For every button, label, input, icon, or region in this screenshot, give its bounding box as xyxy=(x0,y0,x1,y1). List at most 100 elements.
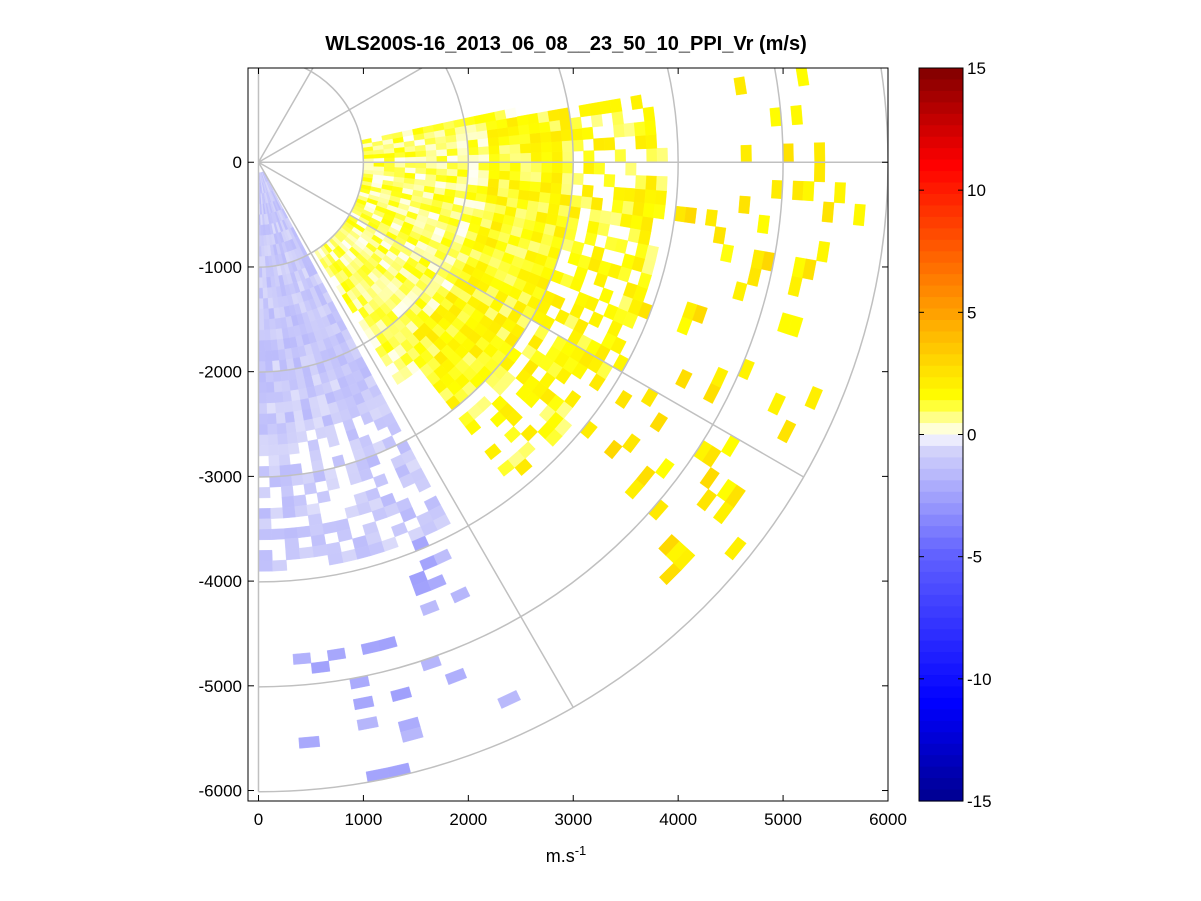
range-gate-cell xyxy=(547,109,561,122)
x-axis-label: m.s-1 xyxy=(546,843,587,866)
range-gate-cell xyxy=(525,209,538,222)
range-gate-cell xyxy=(655,175,668,192)
range-gate-cell xyxy=(530,171,542,183)
colorbar-swatch xyxy=(919,274,963,287)
range-gate-cell xyxy=(435,174,448,183)
colorbar-tick-label: 0 xyxy=(967,426,976,445)
range-gate-cell xyxy=(278,443,290,456)
x-tick-label: 5000 xyxy=(764,810,802,829)
colorbar-swatch xyxy=(919,537,963,550)
range-gate-cell xyxy=(497,187,510,198)
colorbar-swatch xyxy=(919,594,963,607)
range-gate-cell xyxy=(362,165,375,171)
range-gate-cell xyxy=(381,536,399,552)
range-gate-cell xyxy=(400,726,424,743)
range-gate-cell xyxy=(285,548,301,561)
range-gate-cell xyxy=(733,76,748,96)
range-gate-cell xyxy=(268,455,280,467)
range-gate-cell xyxy=(675,368,693,390)
range-gate-cell xyxy=(272,559,288,572)
range-gate-cell xyxy=(405,161,417,168)
colorbar-swatch xyxy=(919,732,963,745)
range-gate-cell xyxy=(580,195,593,210)
range-gate-cell xyxy=(537,110,550,124)
range-gate-cell xyxy=(263,318,271,331)
range-gate-cell xyxy=(550,130,563,143)
range-gate-cell xyxy=(562,161,574,174)
range-gate-cell xyxy=(540,141,553,153)
range-gate-cell xyxy=(833,182,846,204)
range-gate-cell xyxy=(593,161,605,175)
range-gate-cell xyxy=(561,140,574,152)
range-gate-cell xyxy=(724,536,747,561)
range-gate-cell xyxy=(426,161,438,169)
colorbar-swatch xyxy=(919,457,963,470)
range-gate-cell xyxy=(258,329,265,341)
colorbar-swatch xyxy=(919,285,963,298)
range-gate-cell xyxy=(485,194,498,205)
range-gate-cell xyxy=(276,422,288,435)
range-gate-cell xyxy=(277,433,289,446)
velocity-cells xyxy=(258,68,866,783)
range-gate-cell xyxy=(550,182,563,195)
range-gate-cell xyxy=(611,199,624,214)
range-gate-cell xyxy=(610,336,627,355)
colorbar-tick-label: -15 xyxy=(967,792,992,811)
x-axis-label-superscript: -1 xyxy=(575,843,587,858)
range-gate-cell xyxy=(436,168,448,176)
range-gate-cell xyxy=(539,181,552,194)
range-gate-cell xyxy=(436,161,448,170)
range-gate-cell xyxy=(508,134,521,145)
range-gate-cell xyxy=(738,195,751,215)
colorbar-swatch xyxy=(919,583,963,596)
range-gate-cell xyxy=(725,484,746,508)
range-gate-cell xyxy=(283,400,294,413)
range-gate-cell xyxy=(488,145,500,155)
range-gate-cell xyxy=(425,149,437,157)
range-gate-cell xyxy=(509,152,522,163)
colorbar-swatch xyxy=(919,549,963,562)
range-gate-cell xyxy=(603,137,616,151)
range-gate-cell xyxy=(654,189,667,206)
range-gate-cell xyxy=(551,140,563,153)
y-tick-label: -6000 xyxy=(199,782,242,801)
colorbar-swatch xyxy=(919,262,963,275)
range-gate-cell xyxy=(434,180,447,189)
range-gate-cell xyxy=(777,419,797,444)
range-gate-cell xyxy=(258,403,268,415)
range-gate-cell xyxy=(614,389,633,409)
range-gate-cell xyxy=(572,139,584,152)
range-gate-cell xyxy=(645,134,658,149)
range-gate-cell xyxy=(613,123,626,138)
range-gate-cell xyxy=(560,129,573,142)
x-tick-label: 0 xyxy=(254,810,263,829)
colorbar-swatch xyxy=(919,789,963,802)
range-gate-cell xyxy=(530,161,543,173)
range-gate-cell xyxy=(507,188,520,199)
range-gate-cell xyxy=(538,121,551,133)
y-tick-label: -2000 xyxy=(199,363,242,382)
range-gate-cell xyxy=(541,161,553,173)
range-gate-cell xyxy=(446,161,459,170)
range-gate-cell xyxy=(484,443,502,461)
range-gate-cell xyxy=(271,528,286,540)
range-gate-cell xyxy=(267,423,278,436)
range-gate-cell xyxy=(258,549,273,562)
range-gate-cell xyxy=(498,170,511,181)
range-gate-cell xyxy=(284,537,300,550)
range-gate-cell xyxy=(549,119,562,132)
range-gate-cell xyxy=(446,141,458,150)
colorbar-swatch xyxy=(919,90,963,103)
range-gate-cell xyxy=(795,68,810,87)
range-gate-cell xyxy=(488,161,501,171)
range-gate-cell xyxy=(642,202,656,218)
colorbar-swatches xyxy=(919,68,963,802)
range-gate-cell xyxy=(466,176,479,186)
range-gate-cell xyxy=(287,442,300,455)
range-gate-cell xyxy=(415,156,427,163)
range-gate-cell xyxy=(446,175,458,184)
colorbar-swatch xyxy=(919,697,963,710)
range-gate-cell xyxy=(633,188,646,204)
range-gate-cell xyxy=(802,181,815,202)
colorbar-swatch xyxy=(919,778,963,791)
